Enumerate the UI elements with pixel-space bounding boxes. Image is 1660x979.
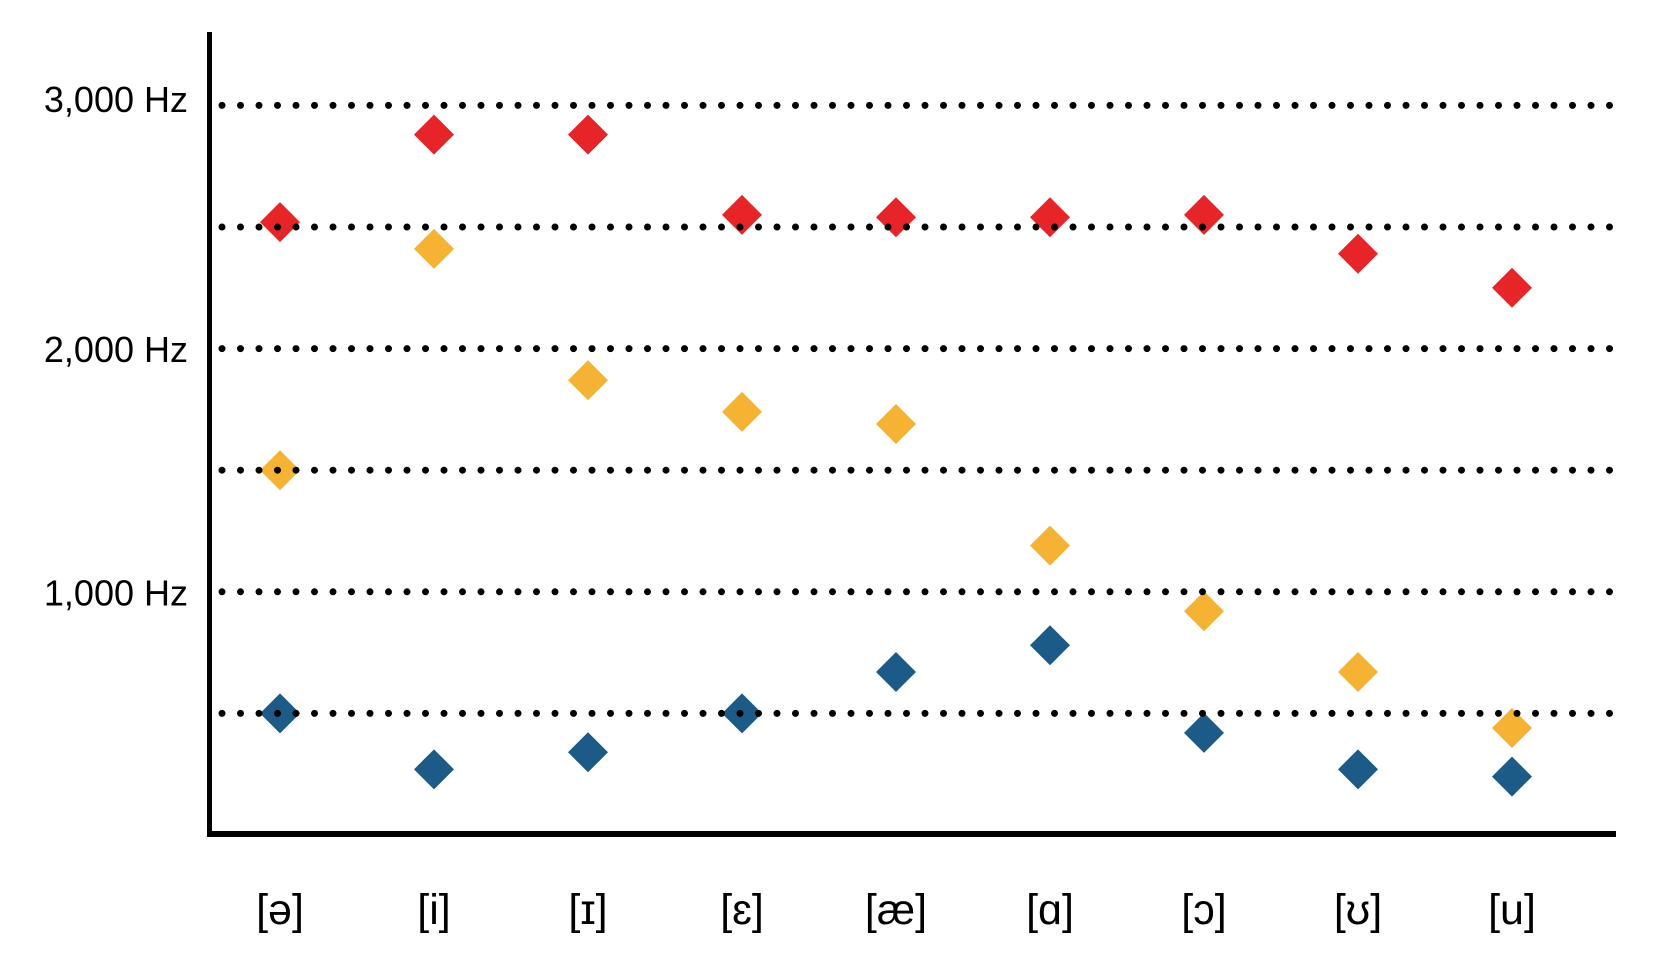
marker-yellow-ʊ bbox=[1338, 652, 1378, 693]
marker-red-i bbox=[414, 114, 454, 155]
x-tick-label-ɛ: [ɛ] bbox=[720, 886, 764, 934]
x-tick-label-u: [u] bbox=[1488, 886, 1536, 934]
marker-red-æ bbox=[876, 197, 916, 238]
y-tick-label-3000hz: 3,000 Hz bbox=[44, 79, 188, 120]
y-tick-label-1000hz: 1,000 Hz bbox=[44, 572, 188, 613]
marker-red-ɔ bbox=[1184, 194, 1224, 235]
marker-yellow-ɛ bbox=[722, 391, 762, 432]
x-tick-label-ʊ: [ʊ] bbox=[1334, 886, 1382, 934]
x-tick-label-i: [i] bbox=[417, 886, 450, 934]
marker-blue-u bbox=[1492, 756, 1532, 797]
marker-blue-ʊ bbox=[1338, 749, 1378, 790]
marker-yellow-æ bbox=[876, 403, 916, 444]
marker-yellow-u bbox=[1492, 707, 1532, 748]
marker-blue-ɔ bbox=[1184, 712, 1224, 753]
marker-blue-i bbox=[414, 749, 454, 790]
marker-blue-ɑ bbox=[1030, 625, 1070, 666]
x-tick-label-ə: [ə] bbox=[256, 886, 304, 934]
marker-red-ɛ bbox=[722, 194, 762, 235]
marker-blue-ɪ bbox=[568, 732, 608, 773]
marker-red-ə bbox=[260, 202, 300, 243]
marker-blue-æ bbox=[876, 652, 916, 693]
marker-red-ɪ bbox=[568, 114, 608, 155]
y-tick-label-2000hz: 2,000 Hz bbox=[44, 329, 188, 370]
marker-yellow-ɪ bbox=[568, 360, 608, 401]
marker-red-u bbox=[1492, 267, 1532, 308]
marker-red-ɑ bbox=[1030, 197, 1070, 238]
marker-yellow-ɑ bbox=[1030, 525, 1070, 566]
marker-yellow-i bbox=[414, 228, 454, 269]
marker-yellow-ɔ bbox=[1184, 591, 1224, 632]
x-tick-label-ɪ: [ɪ] bbox=[568, 886, 607, 934]
marker-red-ʊ bbox=[1338, 233, 1378, 274]
x-tick-label-æ: [æ] bbox=[865, 886, 927, 934]
x-tick-label-ɔ: [ɔ] bbox=[1181, 886, 1226, 934]
x-tick-label-ɑ: [ɑ] bbox=[1026, 886, 1074, 934]
